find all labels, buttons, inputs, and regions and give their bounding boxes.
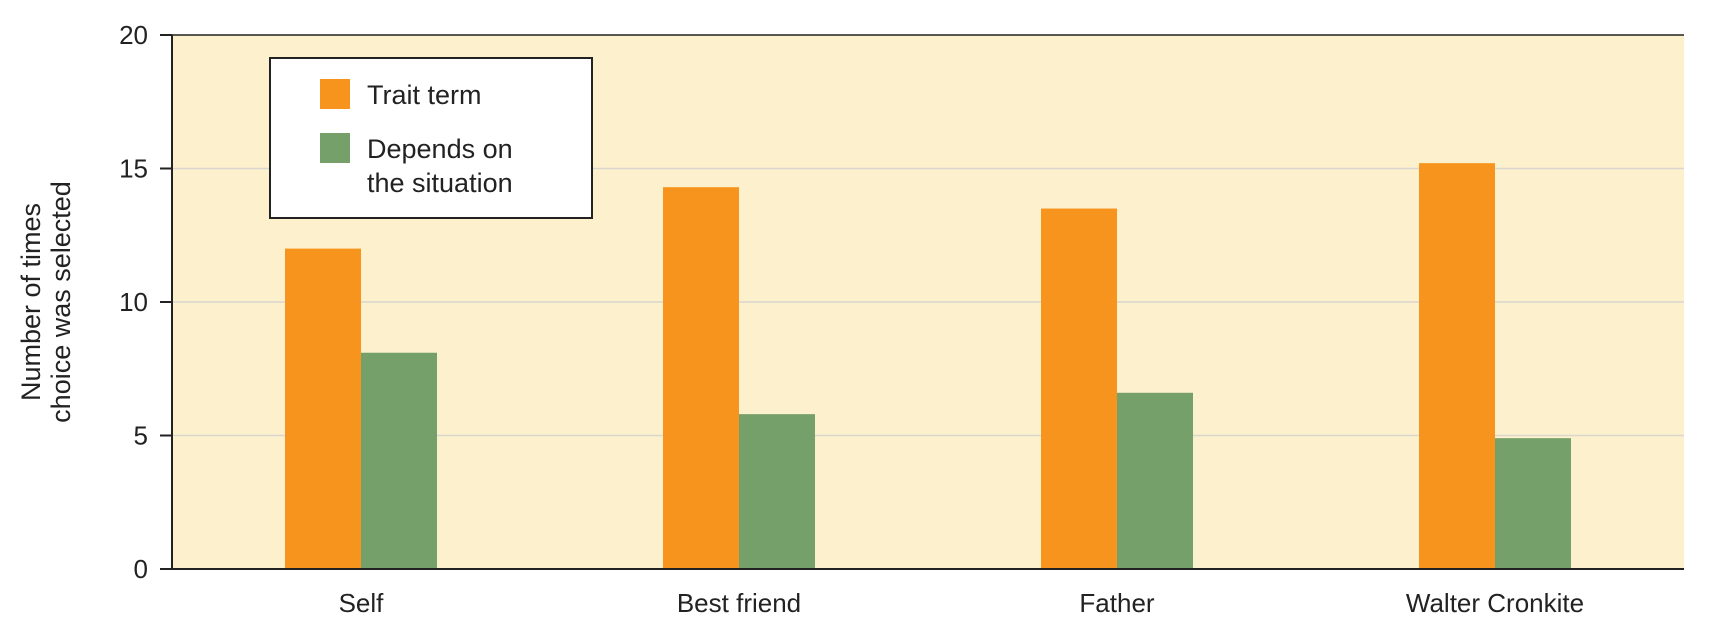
bar-depends-on-situation-walter-cronkite — [1495, 438, 1571, 569]
x-tick-label: Father — [1079, 588, 1154, 618]
y-tick-label: 0 — [134, 554, 148, 584]
y-axis-title-line-1: Number of times — [16, 203, 46, 401]
x-tick-label: Self — [339, 588, 385, 618]
x-tick-label: Walter Cronkite — [1406, 588, 1584, 618]
bar-trait-term-self — [285, 248, 361, 569]
y-tick-labels: 0 5 10 15 20 — [119, 20, 172, 584]
y-tick-label: 10 — [119, 287, 148, 317]
bar-depends-on-situation-self — [361, 352, 437, 569]
y-tick-label: 15 — [119, 154, 148, 184]
bar-trait-term-walter-cronkite — [1419, 163, 1495, 569]
bar-trait-term-father — [1041, 208, 1117, 570]
legend-swatch-depends-on-situation — [320, 133, 350, 163]
bar-trait-term-best-friend — [663, 187, 739, 569]
bars — [285, 163, 1571, 570]
legend-label-depends-line-2: the situation — [367, 168, 513, 198]
bar-depends-on-situation-best-friend — [739, 414, 815, 569]
legend-label-trait-term: Trait term — [367, 80, 482, 110]
y-tick-label: 5 — [134, 421, 148, 451]
y-axis-title-line-2: choice was selected — [46, 181, 76, 423]
legend-label-depends-line-1: Depends on — [367, 134, 513, 164]
y-tick-label: 20 — [119, 20, 148, 50]
legend: Trait term Depends on the situation — [269, 57, 593, 219]
legend-swatch-trait-term — [320, 79, 350, 109]
x-tick-labels: Self Best friend Father Walter Cronkite — [339, 588, 1585, 618]
bar-depends-on-situation-father — [1117, 392, 1193, 569]
x-tick-label: Best friend — [677, 588, 801, 618]
y-axis-title: Number of times choice was selected — [16, 181, 76, 423]
